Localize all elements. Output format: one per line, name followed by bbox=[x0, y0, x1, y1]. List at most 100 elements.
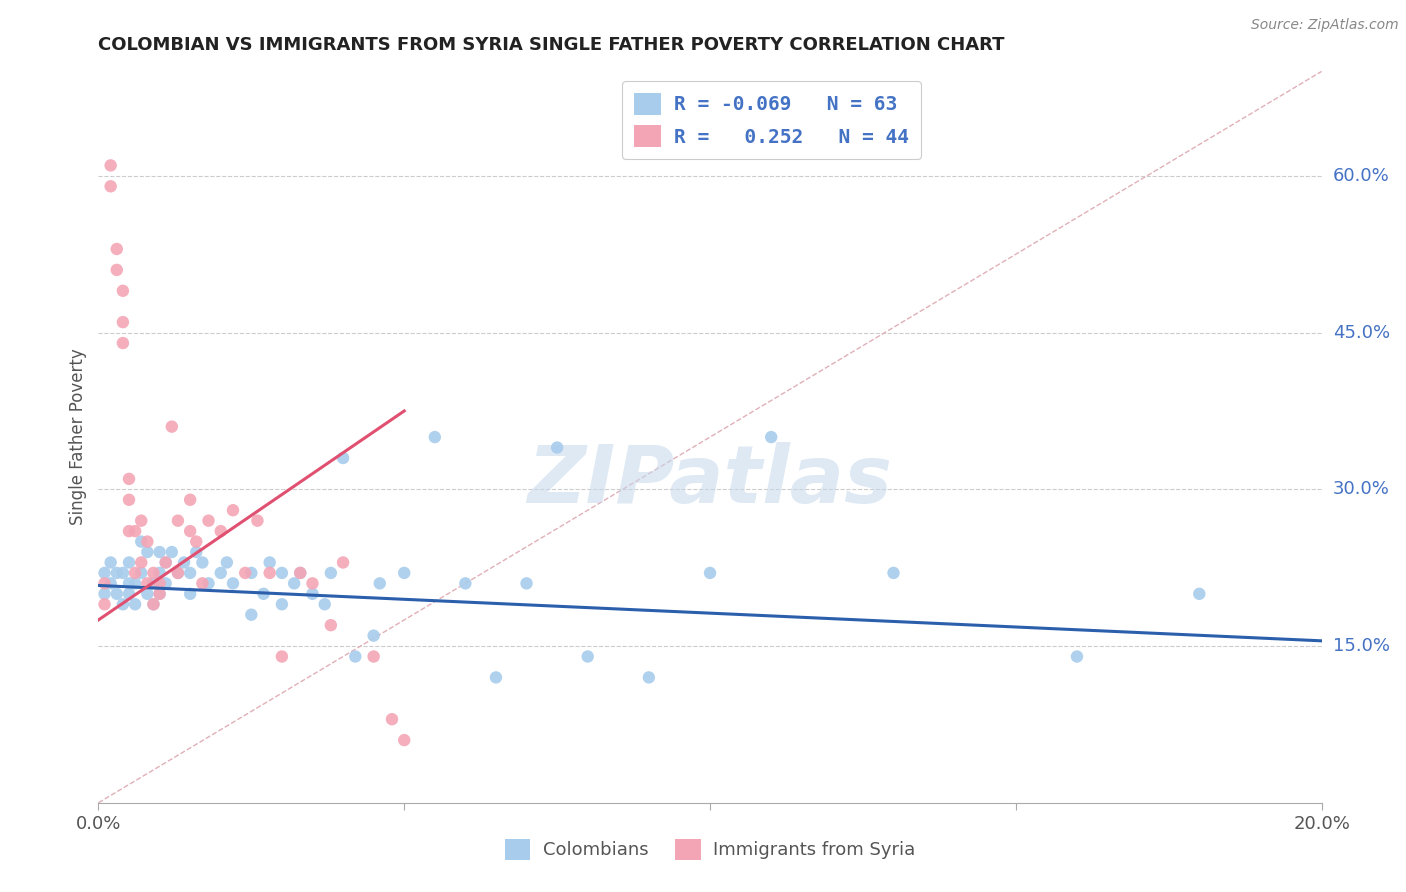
Point bbox=[197, 576, 219, 591]
Text: 15.0%: 15.0% bbox=[1333, 637, 1389, 655]
Point bbox=[142, 597, 165, 611]
Point bbox=[142, 576, 165, 591]
Text: COLOMBIAN VS IMMIGRANTS FROM SYRIA SINGLE FATHER POVERTY CORRELATION CHART: COLOMBIAN VS IMMIGRANTS FROM SYRIA SINGL… bbox=[98, 36, 1005, 54]
Point bbox=[167, 514, 190, 528]
Point bbox=[118, 472, 141, 486]
Point bbox=[485, 670, 508, 684]
Point bbox=[100, 576, 122, 591]
Point bbox=[392, 733, 416, 747]
Point bbox=[93, 597, 115, 611]
Point bbox=[252, 587, 274, 601]
Point bbox=[222, 576, 245, 591]
Point bbox=[149, 587, 172, 601]
Point bbox=[222, 503, 245, 517]
Point bbox=[516, 576, 538, 591]
Point bbox=[246, 514, 269, 528]
Point bbox=[118, 492, 141, 507]
Point bbox=[136, 545, 159, 559]
Point bbox=[301, 587, 323, 601]
Point bbox=[160, 419, 183, 434]
Point bbox=[191, 556, 214, 570]
Legend: Colombians, Immigrants from Syria: Colombians, Immigrants from Syria bbox=[498, 831, 922, 867]
Text: Source: ZipAtlas.com: Source: ZipAtlas.com bbox=[1251, 18, 1399, 32]
Point bbox=[576, 649, 599, 664]
Point bbox=[93, 576, 115, 591]
Point bbox=[283, 576, 305, 591]
Point bbox=[186, 534, 208, 549]
Point bbox=[179, 492, 201, 507]
Point bbox=[319, 618, 342, 632]
Point bbox=[363, 649, 385, 664]
Point bbox=[149, 545, 172, 559]
Point bbox=[105, 587, 128, 601]
Point bbox=[392, 566, 416, 580]
Point bbox=[270, 597, 292, 611]
Point bbox=[301, 576, 323, 591]
Point bbox=[344, 649, 367, 664]
Text: ZIPatlas: ZIPatlas bbox=[527, 442, 893, 520]
Y-axis label: Single Father Poverty: Single Father Poverty bbox=[69, 349, 87, 525]
Point bbox=[155, 576, 177, 591]
Point bbox=[155, 556, 177, 570]
Point bbox=[111, 284, 134, 298]
Point bbox=[883, 566, 905, 580]
Point bbox=[368, 576, 391, 591]
Point bbox=[173, 556, 195, 570]
Point bbox=[160, 545, 183, 559]
Point bbox=[111, 336, 134, 351]
Point bbox=[270, 566, 292, 580]
Point bbox=[111, 597, 134, 611]
Point bbox=[149, 587, 172, 601]
Point bbox=[186, 545, 208, 559]
Point bbox=[167, 566, 190, 580]
Point bbox=[118, 556, 141, 570]
Point bbox=[637, 670, 661, 684]
Point bbox=[118, 576, 141, 591]
Point bbox=[363, 629, 385, 643]
Point bbox=[129, 534, 152, 549]
Point bbox=[240, 607, 263, 622]
Point bbox=[209, 524, 232, 538]
Point bbox=[319, 566, 342, 580]
Point bbox=[129, 556, 152, 570]
Point bbox=[136, 534, 159, 549]
Point bbox=[332, 556, 354, 570]
Point bbox=[209, 566, 232, 580]
Point bbox=[314, 597, 336, 611]
Point bbox=[167, 566, 190, 580]
Text: 30.0%: 30.0% bbox=[1333, 480, 1389, 499]
Point bbox=[100, 556, 122, 570]
Point bbox=[179, 524, 201, 538]
Point bbox=[1188, 587, 1211, 601]
Point bbox=[149, 566, 172, 580]
Point bbox=[149, 576, 172, 591]
Point bbox=[100, 158, 122, 172]
Point bbox=[93, 587, 115, 601]
Point bbox=[240, 566, 263, 580]
Point bbox=[100, 179, 122, 194]
Point bbox=[259, 556, 281, 570]
Point bbox=[105, 242, 128, 256]
Point bbox=[454, 576, 477, 591]
Point bbox=[124, 597, 146, 611]
Point bbox=[111, 566, 134, 580]
Point bbox=[142, 566, 165, 580]
Point bbox=[546, 441, 568, 455]
Point bbox=[197, 514, 219, 528]
Point bbox=[93, 566, 115, 580]
Point bbox=[155, 556, 177, 570]
Point bbox=[290, 566, 312, 580]
Point bbox=[423, 430, 446, 444]
Point bbox=[233, 566, 256, 580]
Point bbox=[259, 566, 281, 580]
Point bbox=[142, 597, 165, 611]
Point bbox=[118, 587, 141, 601]
Point bbox=[332, 450, 354, 465]
Point bbox=[1066, 649, 1088, 664]
Point bbox=[124, 576, 146, 591]
Point bbox=[129, 566, 152, 580]
Point bbox=[136, 587, 159, 601]
Point bbox=[191, 576, 214, 591]
Point bbox=[105, 566, 128, 580]
Point bbox=[124, 524, 146, 538]
